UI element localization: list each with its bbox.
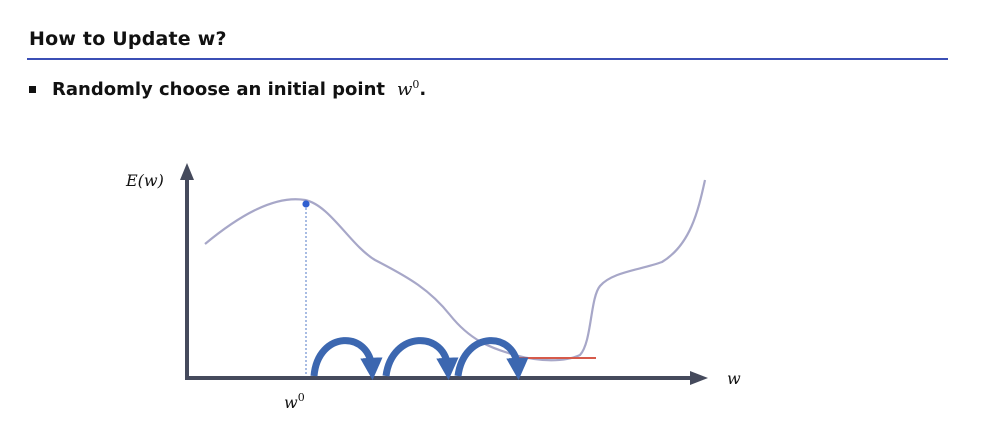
error-curve <box>204 179 707 362</box>
bullet-square-icon <box>29 85 36 93</box>
bullet-item: Randomly choose an initial point w0 . <box>29 78 426 100</box>
y-axis-label: E(w) <box>125 171 164 190</box>
bullet-text: Randomly choose an initial point <box>52 78 385 100</box>
title-divider <box>27 58 948 60</box>
step-arc-3 <box>454 337 529 381</box>
step-arc-1 <box>310 337 383 381</box>
bullet-variable: w0 <box>397 78 419 100</box>
bullet-variable-superscript: 0 <box>412 78 420 91</box>
slide-title: How to Update w? <box>29 28 227 50</box>
step-arc-2 <box>382 337 459 381</box>
y-axis-arrowhead <box>180 163 194 180</box>
bullet-trailing: . <box>419 78 427 100</box>
initial-point-label-base: w <box>284 393 298 412</box>
x-axis-label: w <box>727 369 741 388</box>
initial-point-label-superscript: 0 <box>298 391 305 404</box>
initial-point-dot <box>302 200 310 208</box>
x-axis-arrowhead <box>690 371 708 385</box>
initial-point-label: w0 <box>284 391 305 412</box>
bullet-variable-base: w <box>396 79 413 100</box>
